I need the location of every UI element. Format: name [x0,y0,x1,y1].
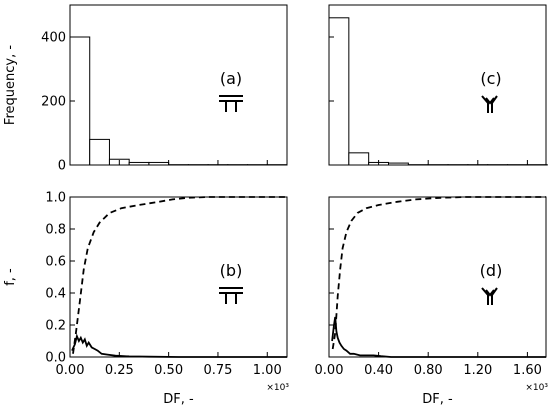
ylabel-top: Frequency, - [3,45,18,125]
x-tick-label: 1.60 [513,363,542,378]
panel-b: 0.0 0.2 0.4 0.6 0.8 1.0 0.00 0.25 0.50 0.75 1.00 ×1… [45,160,289,407]
plot-frame [69,196,288,358]
panel-d: 0.00 0.40 0.80 1.20 1.60 ×10³ DF, - (d) [315,160,548,407]
panel-label: (c) [480,69,501,88]
panel-label: (d) [480,261,503,280]
density-line [331,316,546,358]
ylabel-bottom: f, - [3,268,18,286]
t-junction-icon [219,95,243,112]
panel-label: (a) [220,69,242,88]
x-tick-label: 0.80 [414,363,443,378]
cumulative-line [72,196,287,354]
plot-frame [328,196,547,358]
x-tick-label: 0.25 [105,363,134,378]
y-tick-label: 0 [58,159,66,174]
y-tick-label: 0.2 [45,319,66,334]
panel-label: (b) [220,261,243,280]
x-scale-label: ×10³ [525,383,548,393]
x-axis-label: DF, - [422,392,453,407]
x-tick-label: 0.40 [364,363,393,378]
y-tick-label: 0.8 [45,223,66,238]
x-tick-label: 0.75 [203,363,232,378]
y-tick-label: 200 [41,95,66,110]
y-tick-label: 1.0 [45,191,66,206]
cumulative-line [331,196,546,350]
density-line [71,333,287,358]
histogram-bar [348,152,370,166]
y-junction-icon [481,287,498,305]
x-tick-label: 0.00 [315,363,344,378]
x-axis-label: DF, - [163,392,194,407]
x-scale-label: ×10³ [266,383,289,393]
y-junction-icon [481,95,498,113]
t-junction-icon [219,287,243,304]
panel-a: 0 200 400 (a) [41,4,288,174]
panel-c: (c) [328,4,548,166]
x-tick-label: 0.00 [56,363,85,378]
x-tick-label: 1.20 [463,363,492,378]
plot-frame [69,4,288,166]
histogram-bar [89,138,110,166]
x-tick-label: 1.00 [253,363,282,378]
y-tick-label: 0.4 [45,287,66,302]
y-tick-label: 0.6 [45,255,66,270]
x-tick-label: 0.50 [154,363,183,378]
y-tick-label: 0.0 [45,351,66,366]
plot-frame [328,4,547,166]
histogram-bar [328,17,350,166]
y-tick-label: 400 [41,31,66,46]
